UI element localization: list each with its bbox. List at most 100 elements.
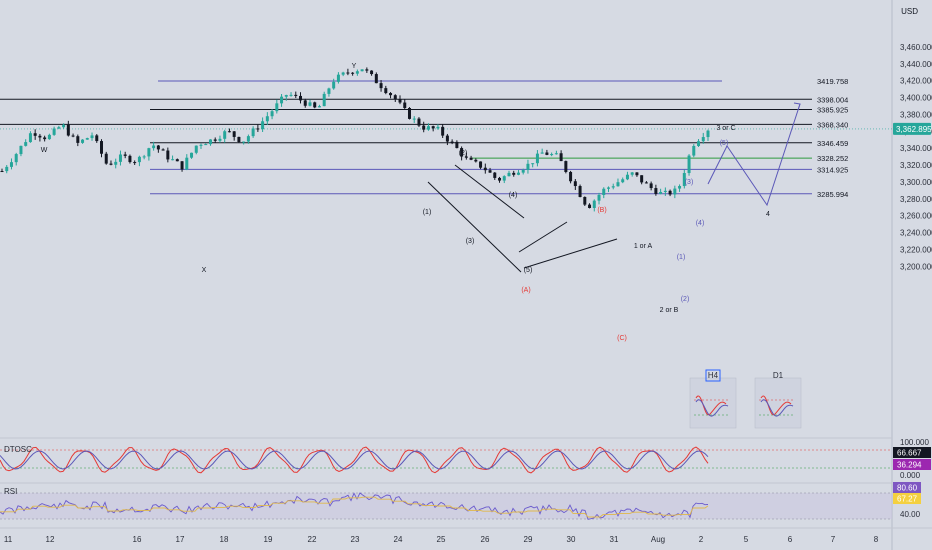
candle-body [336, 74, 340, 82]
candle-body [327, 88, 331, 94]
level-label: 3314.925 [817, 165, 848, 174]
candle-body [95, 135, 99, 142]
inset-frame [689, 377, 737, 429]
candle-body [559, 153, 563, 162]
candle-body [237, 136, 241, 142]
candle-body [360, 69, 364, 72]
candle-body [289, 94, 293, 96]
candle-body [118, 154, 122, 162]
candle-body [265, 116, 269, 122]
candle-body [659, 191, 663, 194]
candle-body [104, 153, 108, 164]
osc-d-line [0, 450, 709, 470]
candle-body [412, 118, 416, 120]
inset-stoch-k [760, 395, 792, 416]
osc-k-line [0, 446, 709, 474]
candle-body [588, 204, 592, 208]
price-tick-label: 3,460.000 [900, 43, 932, 52]
level-label: 3285.994 [817, 190, 848, 199]
candle-body [640, 175, 644, 183]
candle-body [171, 159, 175, 161]
candle-body [654, 188, 658, 194]
candle-body [317, 106, 321, 108]
wave-label: (2) [459, 150, 468, 157]
price-tick-label: 3,420.000 [900, 77, 932, 86]
inset-active-frame [705, 369, 721, 382]
candle-body [66, 124, 70, 136]
level-label: 3368.340 [817, 120, 848, 129]
trend-channels [427, 164, 618, 273]
time-tick-label: 23 [351, 535, 360, 544]
wave-label: (4) [696, 220, 705, 227]
candle-body [137, 156, 141, 163]
candle-body [0, 171, 4, 173]
candle-body [351, 72, 355, 74]
candle-body [540, 152, 544, 154]
candle-body [460, 148, 464, 157]
level-label: 3419.758 [817, 77, 848, 86]
candlestick-series [0, 67, 710, 212]
candle-body [592, 200, 596, 208]
time-tick-label: Aug [651, 535, 665, 544]
candle-body [606, 187, 610, 189]
rsi-ma-value: 67.27 [897, 495, 918, 504]
rsi-panel: RSI 40.00 80.60 67.27 [0, 482, 921, 520]
candle-body [578, 186, 582, 197]
candle-body [9, 162, 13, 167]
channel-line [454, 164, 525, 219]
candle-body [24, 142, 28, 146]
candle-body [564, 161, 568, 172]
time-tick-label: 12 [46, 535, 55, 544]
price-tick-label: 3,400.000 [900, 94, 932, 103]
time-tick-label: 5 [744, 535, 749, 544]
candle-body [630, 172, 634, 175]
candle-body [180, 161, 184, 170]
level-label: 3398.004 [817, 95, 848, 104]
candle-body [384, 88, 388, 94]
price-tick-label: 3,440.000 [900, 60, 932, 69]
price-tick-label: 3,280.000 [900, 195, 932, 204]
candle-body [332, 81, 336, 89]
candle-body [479, 161, 483, 168]
wave-label: X [202, 267, 207, 274]
wave-label: 4 [766, 211, 770, 218]
time-axis[interactable]: 11 12 16 17 18 19 22 23 24 25 26 29 30 31 Aug 2 5 6 7 8 [4, 535, 879, 544]
currency-label[interactable]: USD [901, 7, 918, 16]
candle-body [701, 137, 705, 142]
candle-body [531, 163, 535, 165]
candle-body [692, 145, 696, 156]
rsi-ma-tag [893, 493, 921, 504]
candle-body [493, 172, 497, 178]
candle-body [114, 161, 118, 165]
time-tick-label: 26 [481, 535, 490, 544]
candle-body [232, 131, 236, 137]
time-tick-label: 25 [437, 535, 446, 544]
candle-body [294, 94, 298, 96]
level-label: 3346.459 [817, 139, 848, 148]
wave-label: (3) [466, 238, 475, 245]
candle-body [644, 182, 648, 184]
candle-body [355, 71, 359, 74]
candle-body [512, 172, 516, 175]
candle-body [71, 135, 75, 137]
candle-body [213, 139, 217, 141]
candle-body [47, 134, 51, 140]
candle-body [635, 172, 639, 176]
candle-body [123, 154, 127, 156]
price-tick-label: 3,320.000 [900, 161, 932, 170]
rsi-ma-line [0, 496, 709, 518]
wave-label: 3 or C [716, 125, 735, 132]
candle-body [133, 162, 137, 164]
candle-body [52, 128, 56, 135]
candle-body [156, 145, 160, 150]
candle-body [521, 169, 525, 173]
price-tick-label: 3,300.000 [900, 178, 932, 187]
candle-body [403, 102, 407, 108]
candle-body [706, 130, 710, 138]
inset-stoch-k [695, 395, 727, 416]
price-tick-label: 3,220.000 [900, 245, 932, 254]
price-axis[interactable]: 3,460.000 3,440.000 3,420.000 3,400.000 3,38… [893, 43, 932, 271]
candle-body [303, 100, 307, 106]
wave-label: (C) [617, 335, 627, 342]
